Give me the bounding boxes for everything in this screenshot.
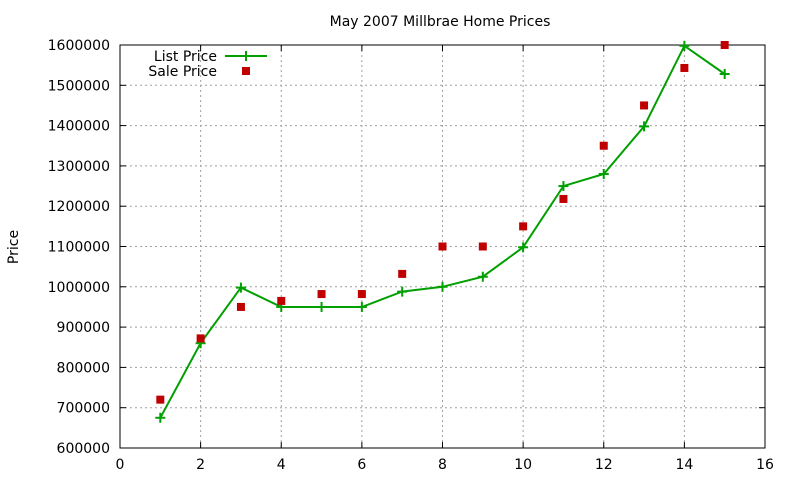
data-point-sale-price	[357, 290, 366, 299]
data-point-list-price	[397, 286, 408, 297]
legend-label-list-price: List Price	[154, 49, 217, 65]
x-tick-label: 2	[196, 457, 205, 473]
chart-title: May 2007 Millbrae Home Prices	[330, 14, 551, 30]
data-point-sale-price	[478, 242, 487, 251]
data-point-sale-price	[317, 290, 326, 299]
y-tick-label: 600000	[57, 441, 110, 457]
data-point-list-price	[598, 168, 609, 179]
data-point-sale-price	[398, 269, 407, 278]
data-point-list-price	[477, 271, 488, 282]
y-tick-label: 1200000	[48, 199, 110, 215]
data-point-list-price	[639, 121, 650, 132]
data-point-sale-price	[519, 222, 528, 231]
data-point-sale-price	[277, 296, 286, 305]
data-point-sale-price	[236, 302, 245, 311]
x-tick-label: 4	[277, 457, 286, 473]
x-tick-label: 6	[357, 457, 366, 473]
y-tick-label: 800000	[57, 360, 110, 376]
data-point-list-price	[316, 301, 327, 312]
y-tick-label: 900000	[57, 320, 110, 336]
y-tick-label: 1300000	[48, 159, 110, 175]
data-point-list-price	[155, 412, 166, 423]
y-tick-label: 1500000	[48, 78, 110, 94]
x-tick-label: 14	[675, 457, 693, 473]
data-point-sale-price	[196, 334, 205, 343]
series-sale-price	[156, 41, 729, 404]
tick-layer: 0 2 4 6 8 10 12 14 16 600000 700000 800000 900000 100…	[48, 38, 774, 473]
legend-marker-sale-price	[242, 67, 250, 75]
legend-marker-list-price	[241, 51, 251, 61]
series-list-price	[155, 40, 730, 423]
data-point-sale-price	[156, 395, 165, 404]
y-axis-label: Price	[6, 230, 22, 264]
y-tick-label: 1100000	[48, 240, 110, 256]
legend-label-sale-price: Sale Price	[148, 64, 217, 80]
data-point-list-price	[235, 282, 246, 293]
data-point-sale-price	[680, 63, 689, 72]
data-point-list-price	[558, 181, 569, 192]
y-tick-label: 1600000	[48, 38, 110, 54]
x-tick-label: 0	[116, 457, 125, 473]
legend: List Price Sale Price	[148, 49, 267, 80]
x-tick-label: 10	[514, 457, 532, 473]
series-layer	[155, 40, 730, 423]
plot-frame	[119, 44, 766, 449]
x-tick-label: 8	[438, 457, 447, 473]
x-tick-label: 12	[595, 457, 613, 473]
data-point-sale-price	[599, 141, 608, 150]
data-point-sale-price	[640, 101, 649, 110]
data-point-sale-price	[720, 41, 729, 49]
y-tick-label: 1000000	[48, 280, 110, 296]
data-point-sale-price	[438, 242, 447, 251]
y-tick-label: 700000	[57, 401, 110, 417]
data-point-sale-price	[559, 194, 568, 203]
y-tick-label: 1400000	[48, 119, 110, 135]
data-point-list-price	[719, 69, 730, 80]
data-point-list-price	[356, 301, 367, 312]
data-point-list-price	[437, 281, 448, 292]
data-point-list-price	[679, 40, 690, 51]
data-point-list-price	[518, 242, 529, 253]
x-tick-label: 16	[756, 457, 774, 473]
